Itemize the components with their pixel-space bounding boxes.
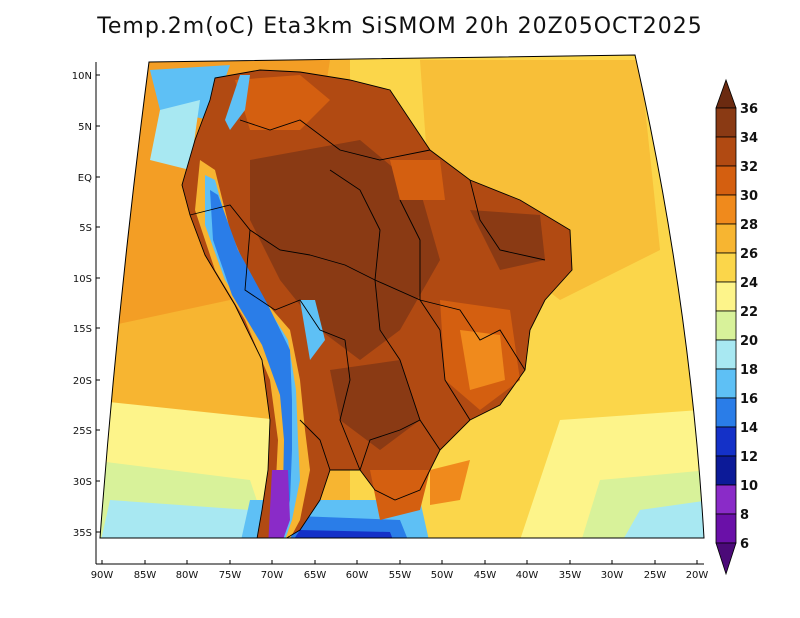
lat-label: 25S: [73, 426, 92, 437]
colorbar-label: 14: [740, 421, 758, 436]
colorbar-cell: [715, 368, 737, 399]
colorbar-cell: [715, 426, 737, 457]
colorbar: [715, 78, 737, 576]
colorbar-label: 30: [740, 189, 758, 204]
lon-label: 75W: [219, 570, 242, 581]
colorbar-label: 22: [740, 305, 758, 320]
colorbar-cell: [715, 339, 737, 370]
lon-label: 35W: [559, 570, 582, 581]
country-borders: [181, 69, 573, 538]
lat-label: 10N: [72, 71, 92, 82]
lon-label: 60W: [346, 570, 369, 581]
lon-label: 80W: [176, 570, 199, 581]
colorbar-cell: [715, 165, 737, 196]
lon-label: 45W: [474, 570, 497, 581]
lat-label: 5S: [79, 223, 92, 234]
lat-label: 5N: [78, 122, 92, 133]
lon-label: 55W: [389, 570, 412, 581]
colorbar-label: 16: [740, 392, 758, 407]
colorbar-cell: [715, 310, 737, 341]
colorbar-cell: [715, 252, 737, 283]
lon-label: 30W: [601, 570, 624, 581]
lat-label: 15S: [73, 324, 92, 335]
colorbar-label: 32: [740, 160, 758, 175]
colorbar-top-arrow: [715, 78, 737, 109]
lon-label: 90W: [91, 570, 114, 581]
lon-label: 25W: [644, 570, 667, 581]
colorbar-label: 34: [740, 131, 758, 146]
latitude-axis: 10N 5N EQ 5S 10S 15S 20S 25S 30S 35S: [72, 71, 100, 539]
lon-label: 40W: [516, 570, 539, 581]
colorbar-label: 28: [740, 218, 758, 233]
colorbar-labels: 36 34 32 30 28 26 24 22 20 18 16 14 12 1…: [740, 102, 758, 552]
lon-label: 65W: [304, 570, 327, 581]
lat-label: 20S: [73, 376, 92, 387]
map-title: Temp.2m(oC) Eta3km SiSMOM 20h 20Z05OCT20…: [97, 14, 703, 39]
colorbar-label: 10: [740, 479, 758, 494]
colorbar-label: 6: [740, 537, 749, 552]
colorbar-label: 18: [740, 363, 758, 378]
colorbar-cell: [715, 136, 737, 167]
lat-label: 35S: [73, 528, 92, 539]
lon-label: 70W: [261, 570, 284, 581]
colorbar-cell: [715, 281, 737, 312]
map-frame: [99, 54, 705, 539]
lon-label: 20W: [686, 570, 709, 581]
temperature-field: [100, 55, 704, 538]
lat-label: EQ: [78, 173, 92, 184]
lon-label: 50W: [431, 570, 454, 581]
colorbar-cell: [715, 194, 737, 225]
colorbar-cell: [715, 484, 737, 515]
colorbar-bottom-arrow: [715, 542, 737, 576]
colorbar-label: 20: [740, 334, 758, 349]
lat-label: 30S: [73, 477, 92, 488]
longitude-axis: 90W 85W 80W 75W 70W 65W 60W 55W 50W 45W …: [91, 560, 709, 581]
colorbar-label: 26: [740, 247, 758, 262]
colorbar-cell: [715, 107, 737, 138]
colorbar-label: 36: [740, 102, 758, 117]
colorbar-cell: [715, 223, 737, 254]
lat-label: 10S: [73, 274, 92, 285]
lon-label: 85W: [134, 570, 157, 581]
colorbar-label: 8: [740, 508, 749, 523]
colorbar-label: 12: [740, 450, 758, 465]
colorbar-cell: [715, 513, 737, 544]
colorbar-cell: [715, 455, 737, 486]
colorbar-cell: [715, 397, 737, 428]
colorbar-label: 24: [740, 276, 758, 291]
